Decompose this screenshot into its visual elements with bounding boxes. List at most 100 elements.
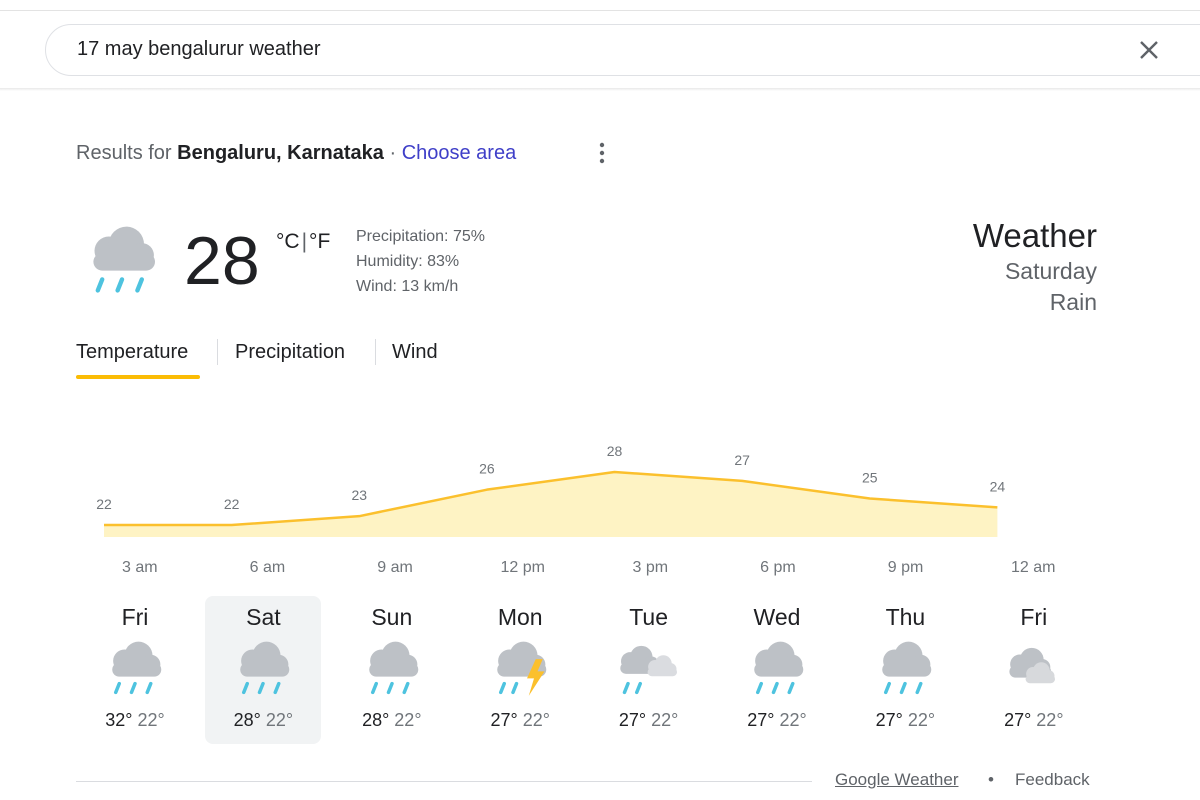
day-card[interactable]: Tue 27° 22° <box>591 596 707 744</box>
temperature-label: 23 <box>351 487 367 503</box>
day-card[interactable]: Fri 32° 22° <box>77 596 193 744</box>
day-temperatures: 27° 22° <box>976 710 1092 731</box>
time-label: 9 pm <box>888 559 924 576</box>
day-name: Sat <box>246 604 281 630</box>
day-weather-icon <box>870 636 940 698</box>
day-temperatures: 32° 22° <box>77 710 193 731</box>
day-temperatures: 27° 22° <box>847 710 963 731</box>
more-options[interactable] <box>597 141 607 165</box>
search-query[interactable]: 17 may bengalurur weather <box>77 38 321 60</box>
day-temperatures: 27° 22° <box>462 710 578 731</box>
search-box[interactable] <box>45 24 1200 76</box>
day-weather-icon <box>357 636 427 698</box>
feedback-link[interactable]: Feedback <box>1015 770 1090 789</box>
unit-fahrenheit[interactable]: °F <box>309 230 331 253</box>
active-tab-indicator <box>76 375 200 379</box>
header-shadow <box>0 88 1200 91</box>
day-name: Thu <box>885 604 926 630</box>
top-divider <box>0 10 1200 11</box>
temperature-label: 25 <box>862 470 878 486</box>
high-temperature: 27° <box>1004 710 1032 730</box>
day-name: Sun <box>371 604 413 630</box>
low-temperature: 22° <box>779 710 807 730</box>
low-temperature: 22° <box>137 710 165 730</box>
temperature-label: 26 <box>479 461 495 477</box>
day-weather-icon <box>999 636 1069 698</box>
weather-condition: Rain <box>1049 289 1097 315</box>
high-temperature: 32° <box>105 710 133 730</box>
day-card[interactable]: Wed 27° 22° <box>719 596 835 744</box>
time-label: 6 pm <box>760 559 796 576</box>
location-separator: · <box>389 142 397 164</box>
low-temperature: 22° <box>522 710 550 730</box>
time-label: 12 am <box>1011 559 1055 576</box>
time-label: 3 am <box>122 559 158 576</box>
day-name: Fri <box>121 604 149 630</box>
day-card[interactable]: Thu 27° 22° <box>847 596 963 744</box>
day-name: Mon <box>497 604 543 630</box>
tab[interactable]: Wind <box>392 341 438 363</box>
unit-switch: °C|°F <box>276 230 330 254</box>
day-card[interactable]: Sat 28° 22° <box>205 596 322 744</box>
weather-day: Saturday <box>1004 258 1097 284</box>
day-card[interactable]: Mon 27° 22° <box>462 596 578 744</box>
source-link[interactable]: Google Weather <box>835 770 959 789</box>
clear-button[interactable] <box>1137 38 1161 62</box>
high-temperature: 27° <box>490 710 518 730</box>
temperature-label: 22 <box>224 496 240 512</box>
high-temperature: 27° <box>618 710 647 730</box>
day-card[interactable]: Fri 27° 22° <box>976 596 1092 744</box>
day-name: Wed <box>753 604 801 630</box>
footer-divider <box>76 781 812 782</box>
unit-separator: | <box>301 230 308 253</box>
day-weather-icon <box>100 636 170 698</box>
day-temperatures: 27° 22° <box>591 710 707 731</box>
day-name: Fri <box>1020 604 1048 630</box>
time-label: 9 am <box>377 559 413 576</box>
choose-area-link[interactable]: Choose area <box>401 142 517 164</box>
low-temperature: 22° <box>1036 710 1064 730</box>
day-temperatures: 28° 22° <box>334 710 450 731</box>
footer-separator: • <box>988 770 994 789</box>
temperature-label: 28 <box>607 443 623 459</box>
time-label: 3 pm <box>633 559 669 576</box>
day-weather-icon <box>228 636 298 698</box>
location-line: Results for Bengaluru, Karnataka · Choos… <box>76 142 516 165</box>
high-temperature: 27° <box>747 710 775 730</box>
tab-separator <box>375 339 376 365</box>
location-name: Bengaluru, Karnataka <box>177 142 384 164</box>
tab[interactable]: Precipitation <box>235 341 346 363</box>
day-name: Tue <box>629 604 668 630</box>
precipitation: Precipitation: 75% <box>356 228 485 245</box>
current-temperature: 28 <box>184 223 260 299</box>
temperature-label: 27 <box>734 452 750 468</box>
low-temperature: 22° <box>651 710 679 730</box>
humidity: Humidity: 83% <box>356 253 460 270</box>
day-temperatures: 28° 22° <box>205 710 321 731</box>
temperature-line <box>104 470 998 527</box>
temperature-chart: 22 3 am 22 6 am 23 9 am 26 12 pm 28 3 pm 27 6 pm 25 9… <box>96 443 1055 576</box>
high-temperature: 28° <box>362 710 390 730</box>
day-weather-icon <box>742 636 812 698</box>
temperature-label: 24 <box>990 478 1006 494</box>
low-temperature: 22° <box>907 710 936 730</box>
tab[interactable]: Temperature <box>76 341 189 363</box>
tab-separator <box>217 339 218 365</box>
unit-celsius[interactable]: °C <box>276 230 300 253</box>
low-temperature: 22° <box>265 710 294 730</box>
wind: Wind: 13 km/h <box>356 278 459 295</box>
time-label: 6 am <box>250 559 286 576</box>
low-temperature: 22° <box>394 710 422 730</box>
weather-title: Weather <box>972 217 1097 254</box>
temperature-label: 22 <box>96 496 112 512</box>
day-weather-icon <box>485 636 555 698</box>
day-card[interactable]: Sun 28° 22° <box>334 596 450 744</box>
location-prefix: Results for <box>76 142 172 164</box>
high-temperature: 28° <box>233 710 261 730</box>
time-label: 12 pm <box>500 559 544 576</box>
high-temperature: 27° <box>875 710 903 730</box>
day-temperatures: 27° 22° <box>719 710 835 731</box>
temperature-area <box>104 472 998 537</box>
day-weather-icon <box>614 636 684 698</box>
